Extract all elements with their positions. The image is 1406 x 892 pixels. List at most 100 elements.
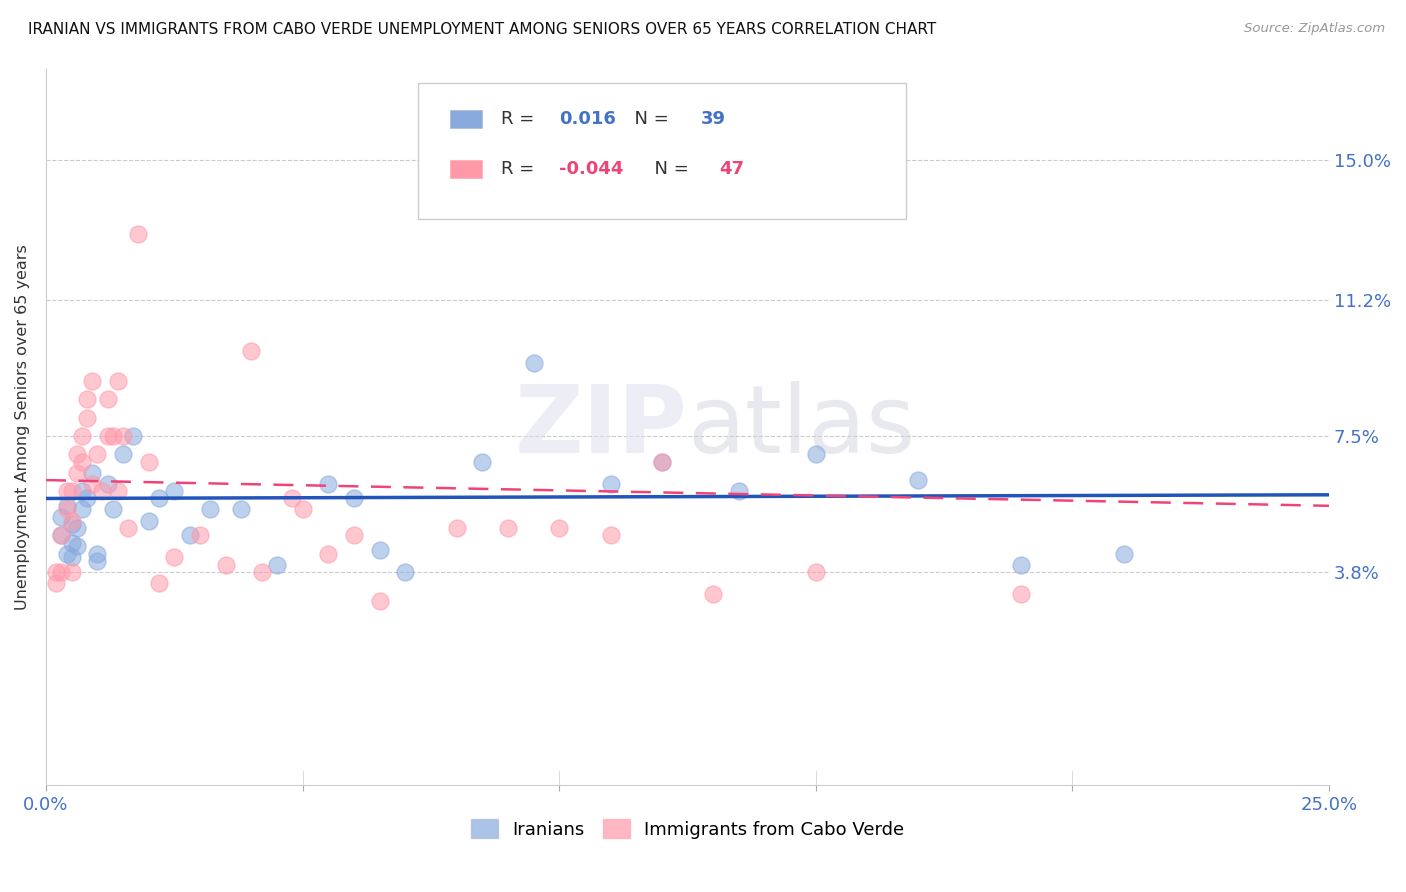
Point bbox=[281, 491, 304, 506]
Point bbox=[96, 429, 118, 443]
Point bbox=[117, 521, 139, 535]
Point bbox=[76, 392, 98, 407]
Point bbox=[66, 447, 89, 461]
Point bbox=[101, 429, 124, 443]
Point bbox=[214, 558, 236, 572]
Point bbox=[163, 550, 186, 565]
Point bbox=[51, 509, 73, 524]
Point bbox=[148, 576, 170, 591]
Point bbox=[599, 476, 621, 491]
Point bbox=[727, 484, 749, 499]
Y-axis label: Unemployment Among Seniors over 65 years: Unemployment Among Seniors over 65 years bbox=[15, 244, 30, 610]
Point bbox=[107, 374, 129, 388]
Point bbox=[316, 476, 339, 491]
Point bbox=[82, 374, 104, 388]
Point bbox=[55, 499, 77, 513]
Point bbox=[163, 484, 186, 499]
FancyBboxPatch shape bbox=[418, 83, 905, 219]
Point bbox=[101, 502, 124, 516]
Text: R =: R = bbox=[502, 160, 540, 178]
Point bbox=[55, 547, 77, 561]
Point bbox=[86, 447, 108, 461]
Point bbox=[394, 565, 416, 579]
Point bbox=[138, 455, 160, 469]
Point bbox=[82, 476, 104, 491]
Point bbox=[250, 565, 273, 579]
Point bbox=[55, 502, 77, 516]
Point bbox=[148, 491, 170, 506]
Point bbox=[122, 429, 145, 443]
Legend: Iranians, Immigrants from Cabo Verde: Iranians, Immigrants from Cabo Verde bbox=[465, 814, 910, 844]
Text: ZIP: ZIP bbox=[515, 381, 688, 473]
Text: 47: 47 bbox=[720, 160, 745, 178]
Text: atlas: atlas bbox=[688, 381, 915, 473]
Point bbox=[804, 447, 827, 461]
Point bbox=[76, 491, 98, 506]
FancyBboxPatch shape bbox=[450, 110, 482, 128]
Text: IRANIAN VS IMMIGRANTS FROM CABO VERDE UNEMPLOYMENT AMONG SENIORS OVER 65 YEARS C: IRANIAN VS IMMIGRANTS FROM CABO VERDE UN… bbox=[28, 22, 936, 37]
Point bbox=[66, 521, 89, 535]
Point bbox=[70, 429, 93, 443]
Point bbox=[138, 514, 160, 528]
Point bbox=[522, 355, 544, 369]
Text: -0.044: -0.044 bbox=[560, 160, 624, 178]
Text: Source: ZipAtlas.com: Source: ZipAtlas.com bbox=[1244, 22, 1385, 36]
Point bbox=[55, 484, 77, 499]
Point bbox=[86, 554, 108, 568]
Point bbox=[240, 344, 263, 359]
Point bbox=[651, 455, 673, 469]
Point bbox=[45, 565, 67, 579]
Point bbox=[60, 535, 83, 549]
Point bbox=[66, 466, 89, 480]
Point bbox=[70, 455, 93, 469]
Point bbox=[316, 547, 339, 561]
Point bbox=[111, 429, 134, 443]
Point bbox=[599, 528, 621, 542]
Point bbox=[1010, 587, 1032, 601]
Point bbox=[446, 521, 468, 535]
Point bbox=[179, 528, 201, 542]
Point bbox=[60, 484, 83, 499]
Point bbox=[368, 542, 391, 557]
Point bbox=[548, 521, 571, 535]
Point bbox=[60, 565, 83, 579]
Point bbox=[702, 587, 724, 601]
FancyBboxPatch shape bbox=[450, 160, 482, 178]
Point bbox=[60, 514, 83, 528]
Text: 0.016: 0.016 bbox=[560, 110, 616, 128]
Point bbox=[127, 227, 149, 241]
Point bbox=[70, 502, 93, 516]
Text: 39: 39 bbox=[700, 110, 725, 128]
Point bbox=[66, 539, 89, 553]
Point bbox=[45, 576, 67, 591]
Point bbox=[229, 502, 252, 516]
Text: N =: N = bbox=[623, 110, 675, 128]
Point bbox=[804, 565, 827, 579]
Point bbox=[60, 517, 83, 532]
Point bbox=[1112, 547, 1135, 561]
Point bbox=[76, 410, 98, 425]
Point bbox=[188, 528, 211, 542]
Text: R =: R = bbox=[502, 110, 540, 128]
Point bbox=[651, 455, 673, 469]
Point bbox=[51, 528, 73, 542]
Point bbox=[496, 521, 519, 535]
Point bbox=[96, 476, 118, 491]
Point bbox=[471, 455, 494, 469]
Point bbox=[343, 528, 366, 542]
Point bbox=[107, 484, 129, 499]
Point bbox=[907, 473, 929, 487]
Point bbox=[91, 484, 114, 499]
Point bbox=[291, 502, 314, 516]
Point bbox=[70, 484, 93, 499]
Point bbox=[60, 550, 83, 565]
Point bbox=[86, 547, 108, 561]
Point bbox=[51, 528, 73, 542]
Point bbox=[96, 392, 118, 407]
Point bbox=[266, 558, 288, 572]
Point bbox=[368, 594, 391, 608]
Text: N =: N = bbox=[643, 160, 695, 178]
Point bbox=[82, 466, 104, 480]
Point bbox=[1010, 558, 1032, 572]
Point bbox=[200, 502, 222, 516]
